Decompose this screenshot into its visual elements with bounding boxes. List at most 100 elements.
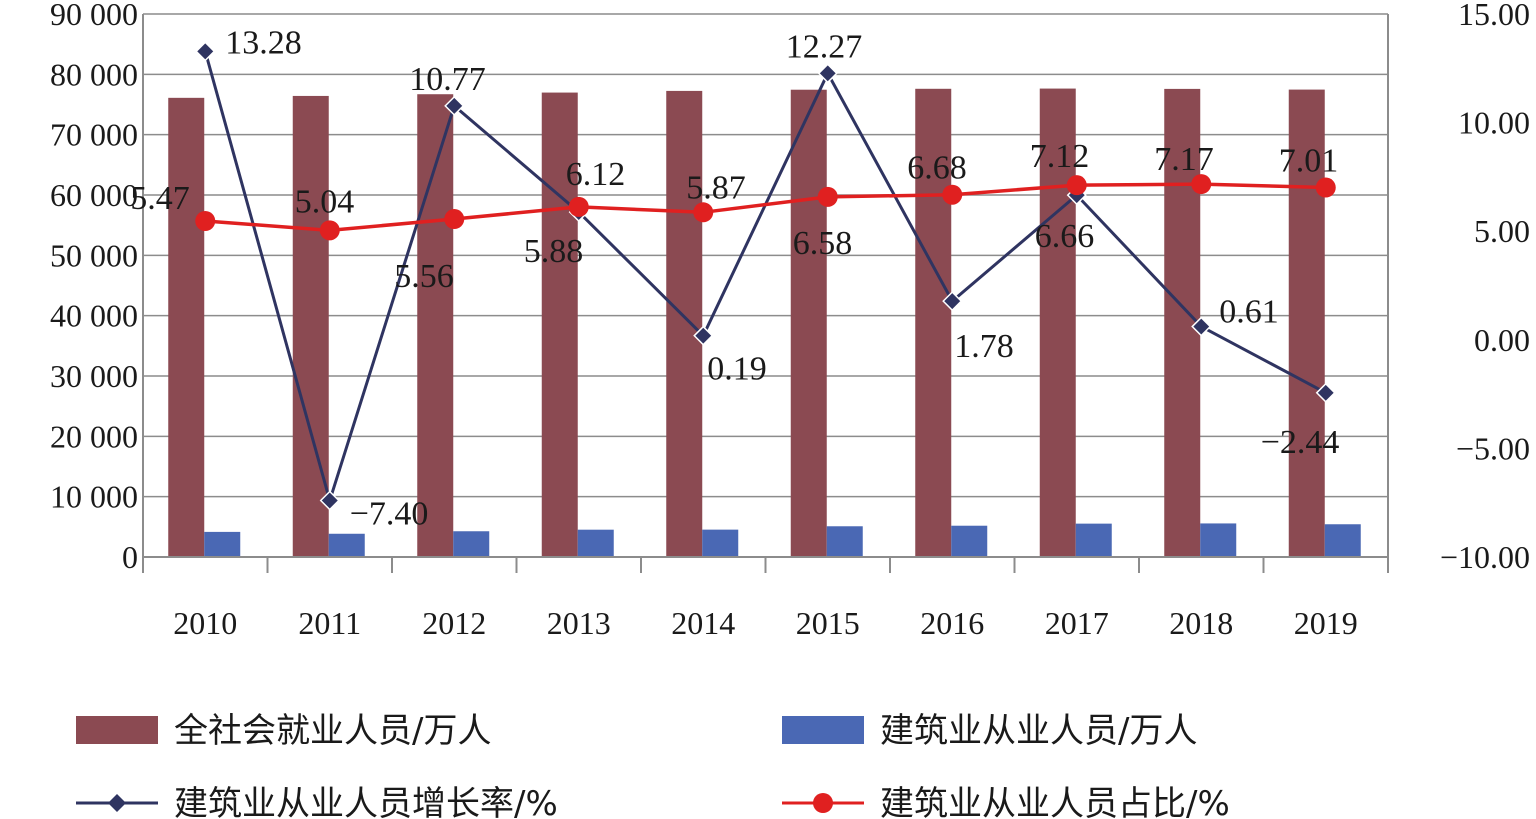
legend-item: 建筑业从业人员增长率/%: [76, 784, 558, 819]
total-employment-bar: [1039, 88, 1076, 558]
share-data-label: 7.01: [1279, 143, 1339, 180]
construction-employment-bar: [453, 531, 490, 557]
share-data-label: 6.58: [793, 225, 853, 262]
construction-employment-bar: [1075, 523, 1112, 557]
left-axis-tick-label: 10 000: [50, 479, 138, 515]
share-data-label: 7.17: [1154, 141, 1214, 178]
left-axis-tick-label: 0: [122, 539, 138, 575]
legend-item: 建筑业从业人员/万人: [782, 711, 1197, 751]
share-data-label: 5.47: [130, 180, 190, 217]
left-axis-tick-label: 90 000: [50, 0, 138, 32]
right-axis-tick-label: 10.00: [1458, 105, 1530, 141]
left-axis-tick-label: 50 000: [50, 237, 138, 273]
construction-employment-bar: [951, 525, 988, 557]
construction-employment-bar: [577, 529, 614, 557]
share-marker: [942, 184, 963, 205]
growth-rate-data-label: 6.66: [1035, 218, 1095, 255]
growth-rate-data-label: −7.40: [350, 496, 429, 533]
growth-rate-marker: [693, 325, 714, 346]
growth-rate-marker: [942, 291, 963, 312]
data-labels: 13.28 −7.40 10.77 5.88 0.19 12.27 1.78 6.66 0.61…: [130, 24, 1339, 532]
construction-employment-bar: [1200, 523, 1237, 557]
growth-rate-marker: [1191, 316, 1212, 337]
growth-rate-marker: [817, 63, 838, 84]
total-employment-bar: [1288, 89, 1325, 557]
growth-rate-data-label: −2.44: [1261, 424, 1340, 461]
total-employment-bar: [292, 95, 329, 557]
x-axis-tick-label: 2013: [547, 605, 611, 641]
share-marker: [1066, 175, 1087, 196]
share-data-label: 7.12: [1030, 138, 1090, 175]
right-axis-tick-label: 5.00: [1474, 213, 1530, 249]
bars: [168, 88, 1361, 558]
share-data-label: 5.04: [295, 183, 355, 220]
left-axis-tick-label: 20 000: [50, 418, 138, 454]
legend-label: 建筑业从业人员增长率/%: [174, 784, 558, 819]
legend-item: 建筑业从业人员占比/%: [782, 784, 1230, 819]
share-marker: [444, 209, 465, 230]
right-axis-tick-label: −10.00: [1440, 539, 1530, 575]
axes: 0 10 000 20 000 30 000 40 000 50 000 60 000 70 …: [50, 0, 1530, 641]
construction-employment-bar: [702, 529, 739, 557]
growth-rate-data-label: 5.88: [524, 233, 584, 270]
share-line: [205, 182, 1326, 233]
left-axis-tick-label: 70 000: [50, 117, 138, 153]
legend-label: 全社会就业人员/万人: [174, 711, 491, 751]
x-axis-tick-label: 2010: [173, 605, 237, 641]
left-axis-tick-label: 30 000: [50, 358, 138, 394]
growth-rate-marker: [195, 41, 216, 62]
legend-swatch: [76, 716, 158, 744]
x-axis-tick-label: 2012: [422, 605, 486, 641]
legend-label: 建筑业从业人员占比/%: [880, 784, 1230, 819]
share-marker: [195, 210, 216, 231]
growth-rate-marker: [319, 490, 340, 511]
x-axis-tick-label: 2015: [796, 605, 860, 641]
x-axis-tick-label: 2011: [298, 605, 361, 641]
growth-rate-data-label: 10.77: [409, 61, 486, 98]
right-axis-tick-label: 15.00: [1458, 0, 1530, 32]
construction-employment-bar: [328, 533, 365, 557]
series-lines: [195, 41, 1336, 511]
growth-rate-marker: [444, 95, 465, 116]
legend-item: 全社会就业人员/万人: [76, 711, 491, 751]
share-marker: [568, 196, 589, 217]
growth-rate-data-label: 0.19: [707, 351, 767, 388]
total-employment-bar: [168, 97, 205, 558]
share-marker: [319, 220, 340, 241]
construction-employment-bar: [826, 526, 863, 557]
growth-rate-marker: [1315, 382, 1336, 403]
right-axis-tick-label: 0.00: [1474, 322, 1530, 358]
growth-rate-line: [203, 50, 1327, 506]
left-axis-tick-label: 80 000: [50, 56, 138, 92]
left-axis-tick-label: 60 000: [50, 177, 138, 213]
share-marker: [1191, 174, 1212, 195]
share-marker: [817, 186, 838, 207]
gridlines: [143, 13, 1388, 558]
construction-employment-bar: [1324, 524, 1361, 557]
total-employment-bar: [417, 94, 454, 557]
legend-marker: [108, 794, 126, 812]
x-axis-tick-label: 2018: [1169, 605, 1233, 641]
growth-rate-data-label: 1.78: [954, 328, 1014, 365]
total-employment-bar: [541, 92, 578, 558]
left-axis-tick-label: 40 000: [50, 298, 138, 334]
total-employment-bar: [790, 89, 827, 557]
right-axis-tick-label: −5.00: [1456, 430, 1530, 466]
share-marker: [1315, 177, 1336, 198]
total-employment-bar: [915, 88, 952, 558]
x-axis-tick-label: 2017: [1045, 605, 1109, 641]
total-employment-bar: [1164, 88, 1201, 557]
share-data-label: 6.12: [566, 156, 626, 193]
total-employment-bar: [666, 90, 703, 558]
share-marker: [693, 202, 714, 223]
share-data-label: 5.87: [686, 169, 746, 206]
x-axis-tick-label: 2019: [1294, 605, 1358, 641]
legend-marker: [813, 793, 833, 813]
legend-label: 建筑业从业人员/万人: [880, 711, 1197, 751]
growth-rate-data-label: 0.61: [1219, 294, 1279, 331]
construction-employment-bar: [204, 531, 241, 557]
growth-rate-data-label: 12.27: [786, 28, 863, 65]
share-data-label: 6.68: [907, 150, 967, 187]
